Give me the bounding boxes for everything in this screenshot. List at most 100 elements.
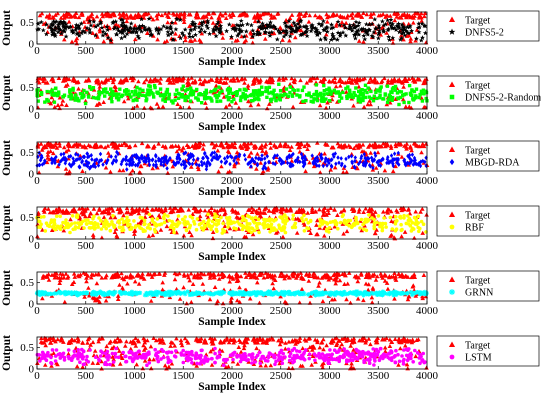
- data-point: [171, 226, 176, 231]
- data-point: [310, 289, 316, 295]
- data-point: [393, 289, 400, 295]
- data-point: [423, 291, 429, 297]
- data-point: [145, 92, 149, 96]
- data-point: [244, 94, 248, 98]
- data-point: [361, 97, 365, 101]
- x-tick-label: 3000: [319, 305, 342, 317]
- data-point: [248, 93, 253, 98]
- data-point: [367, 95, 371, 99]
- data-point: [415, 222, 419, 227]
- x-tick-label: 1500: [172, 45, 195, 57]
- data-point: [154, 224, 159, 228]
- data-point: [207, 218, 211, 222]
- data-point: [322, 83, 326, 88]
- data-point: [71, 289, 78, 296]
- data-point: [68, 88, 72, 92]
- data-point: [346, 219, 350, 224]
- data-point: [128, 222, 132, 227]
- data-point: [197, 93, 201, 97]
- data-point: [334, 90, 338, 94]
- data-point: [210, 291, 216, 298]
- data-point: [341, 213, 346, 217]
- data-point: [257, 230, 261, 235]
- data-point: [302, 229, 307, 233]
- data-point: [204, 96, 208, 101]
- data-point: [375, 88, 379, 93]
- data-point: [385, 84, 390, 88]
- data-point: [232, 290, 238, 296]
- data-point: [40, 290, 46, 296]
- data-point: [129, 95, 133, 99]
- data-point: [416, 214, 421, 218]
- data-point: [280, 291, 286, 298]
- legend-box: [436, 140, 540, 172]
- data-point: [380, 221, 385, 226]
- data-point: [249, 99, 254, 103]
- data-point: [107, 224, 111, 228]
- data-point: [162, 220, 167, 225]
- data-point: [361, 289, 368, 296]
- data-point: [181, 84, 185, 88]
- data-point: [390, 87, 395, 91]
- x-tick-label: 2500: [270, 45, 293, 57]
- data-point: [183, 89, 188, 93]
- data-point: [327, 88, 332, 92]
- data-point: [110, 90, 114, 94]
- x-tick-label: 1000: [124, 110, 147, 122]
- data-point: [304, 217, 308, 222]
- data-point: [378, 224, 382, 229]
- data-point: [379, 85, 383, 89]
- data-point: [390, 95, 395, 100]
- data-point: [71, 227, 75, 232]
- data-point: [347, 223, 351, 228]
- panel-5: 0 500 1000 1500 2000 2500 3000 3500 400000.5Samp…: [1, 270, 540, 328]
- legend-label: Target: [465, 146, 490, 157]
- data-point: [177, 91, 181, 96]
- data-point: [226, 218, 230, 223]
- data-point: [280, 215, 285, 219]
- data-point: [251, 219, 256, 223]
- data-point: [322, 92, 326, 97]
- data-point: [260, 92, 264, 96]
- data-point: [102, 90, 106, 94]
- data-point: [131, 98, 135, 103]
- data-point: [409, 218, 413, 223]
- data-point: [158, 87, 163, 91]
- data-point: [393, 84, 398, 89]
- data-point: [356, 96, 360, 100]
- data-point: [354, 291, 360, 297]
- legend-label: Target: [465, 16, 490, 27]
- data-point: [278, 226, 282, 230]
- data-point: [189, 86, 193, 90]
- data-point: [189, 93, 194, 97]
- data-point: [366, 291, 373, 297]
- data-point: [365, 90, 369, 95]
- data-point: [241, 91, 245, 96]
- data-point: [274, 217, 278, 222]
- data-point: [385, 100, 390, 104]
- data-point: [96, 290, 103, 296]
- data-point: [375, 96, 379, 101]
- x-axis-label: Sample Index: [198, 251, 266, 263]
- data-point: [377, 292, 383, 298]
- data-point: [176, 223, 180, 227]
- data-point: [372, 224, 376, 229]
- data-point: [162, 95, 166, 99]
- data-point: [412, 215, 417, 220]
- data-point: [290, 94, 295, 98]
- data-point: [227, 221, 232, 226]
- data-point: [400, 290, 407, 297]
- data-point: [267, 85, 272, 89]
- data-point: [116, 96, 121, 100]
- data-point: [387, 93, 392, 97]
- legend-marker: [449, 94, 455, 100]
- data-point: [38, 225, 43, 230]
- data-point: [67, 94, 71, 99]
- data-point: [235, 90, 239, 94]
- x-tick-label: 2500: [270, 240, 293, 252]
- data-point: [141, 88, 145, 93]
- data-point: [166, 96, 170, 101]
- data-point: [318, 291, 325, 297]
- data-point: [132, 93, 136, 97]
- data-point: [214, 227, 219, 232]
